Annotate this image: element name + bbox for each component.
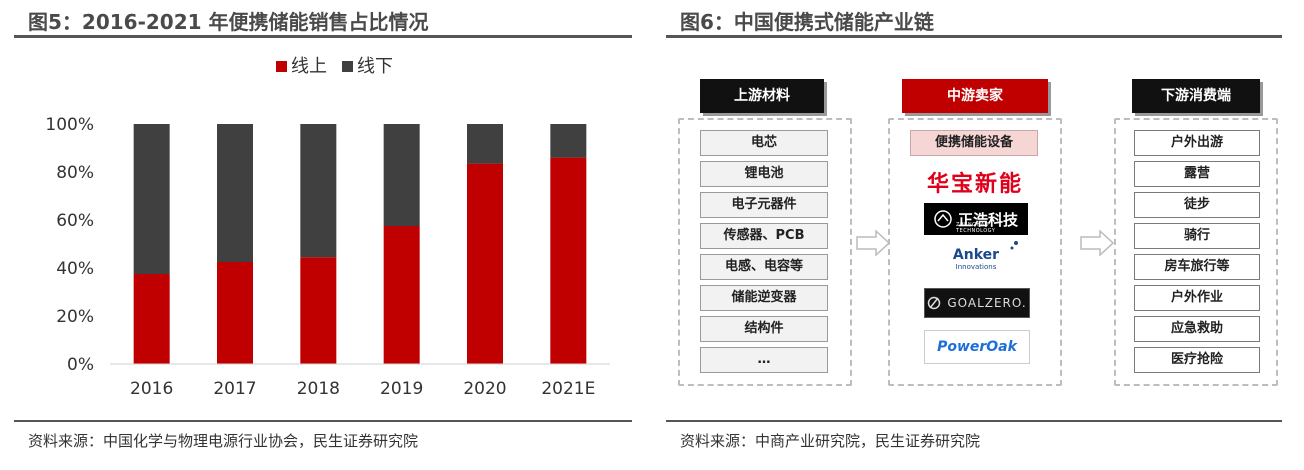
midstream-header: 中游卖家 [902,79,1048,113]
bar-segment-online [133,274,170,364]
y-tick-label: 100% [45,115,94,135]
bar-segment-offline [133,124,170,274]
bar-segment-online [217,262,253,364]
upstream-item: 结构件 [700,316,828,342]
arrow-right-icon [856,230,890,256]
downstream-frame [1114,118,1278,386]
bar-segment-online [550,157,587,364]
y-tick-label: 60% [56,211,94,231]
bar-segment-online [300,257,337,364]
downstream-header: 下游消费端 [1132,79,1260,113]
anker-logo-text: Anker [952,247,1000,263]
legend-label: 线上 [291,56,327,77]
zhenghao-logo-text: 正浩科技 [957,210,1018,229]
anker-dots-icon [1010,241,1018,250]
x-tick-label: 2020 [463,379,506,399]
y-tick-label: 0% [67,355,94,375]
bar-segment-online [467,163,503,364]
upstream-header: 上游材料 [700,79,824,113]
zhenghao-logo: 正浩科技 ZHENGHAO TECHNOLOGY [924,203,1028,235]
legend-label: 线下 [357,56,393,77]
x-tick-label: 2021E [541,379,595,399]
bar-segment-offline [467,124,503,164]
poweroak-logo: PowerOak [924,330,1030,364]
goalzero-mark-icon [928,296,941,310]
upstream-item: 传感器、PCB [700,223,828,249]
bar-segment-offline [550,124,587,158]
anker-logo-subtext: Innovations [955,263,997,271]
goalzero-logo-text: GOALZERO. [947,296,1027,310]
upstream-item: … [700,347,828,373]
upstream-item: 电芯 [700,130,828,156]
bar-segment-offline [383,124,420,226]
anker-logo: Anker Innovations [924,240,1028,278]
upstream-item: 电感、电容等 [700,254,828,280]
y-tick-label: 80% [56,163,94,183]
y-tick-label: 40% [56,259,94,279]
figure-5-title: 图5：2016-2021 年便携储能销售占比情况 [14,8,632,38]
downstream-item: 户外作业 [1134,285,1260,311]
huabao-logo: 华宝新能 [926,172,1023,197]
x-tick-label: 2018 [297,379,340,399]
y-tick-label: 20% [56,307,94,327]
goalzero-logo: GOALZERO. [924,288,1030,318]
zhenghao-logo-subtext: ZHENGHAO TECHNOLOGY [956,222,996,234]
upstream-frame [678,118,852,386]
midstream-frame [888,118,1062,386]
downstream-item: 户外出游 [1134,130,1260,156]
x-tick-label: 2019 [380,379,423,399]
figure-6-panel: 图6：中国便携式储能产业链 上游材料 电芯锂电池电子元器件传感器、PCB 电感、电… [666,0,1282,470]
downstream-item: 露营 [1134,161,1260,187]
downstream-item: 应急救助 [1134,316,1260,342]
upstream-item: 储能逆变器 [700,285,828,311]
downstream-item: 徒步 [1134,192,1260,218]
figure-5-source: 资料来源：中国化学与物理电源行业协会，民生证券研究院 [14,420,632,451]
x-tick-label: 2016 [130,379,173,399]
figure-5-panel: 图5：2016-2021 年便携储能销售占比情况 线上 线下 0% 20% 40% 60%… [14,0,632,470]
stacked-bar-chart: 线上 线下 0% 20% 40% 60% 80% 100% 2016 2017 2018 2019 20… [45,56,610,399]
x-tick-label: 2017 [213,379,256,399]
portable-storage-device-item: 便携储能设备 [910,130,1038,156]
downstream-item: 房车旅行等 [1134,254,1260,280]
downstream-item: 骑行 [1134,223,1260,249]
upstream-item: 锂电池 [700,161,828,187]
figure-6-source: 资料来源：中商产业研究院，民生证券研究院 [666,420,1282,451]
bar-segment-offline [217,124,253,262]
downstream-item: 医疗抢险 [1134,347,1260,373]
bar-segment-online [383,226,420,364]
arrow-right-icon [1080,230,1114,256]
legend-swatch [276,61,287,72]
figure-6-title: 图6：中国便携式储能产业链 [666,8,1282,38]
bar-segment-offline [300,124,337,258]
zhenghao-mark-icon [934,210,952,228]
legend-swatch [342,61,353,72]
upstream-item: 电子元器件 [700,192,828,218]
